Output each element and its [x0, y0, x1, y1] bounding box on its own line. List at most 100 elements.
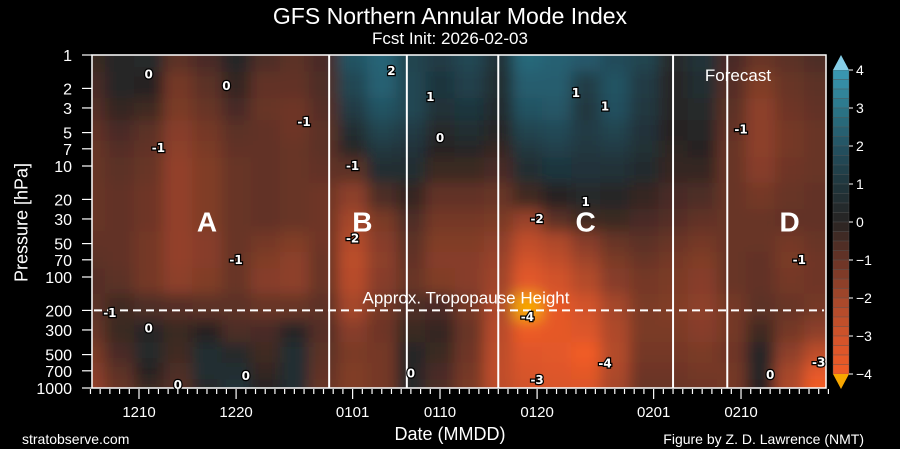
heat-cell: [541, 140, 572, 159]
heat-cell: [687, 320, 718, 343]
region-label: D: [779, 207, 799, 238]
heat-cell: [221, 140, 252, 159]
y-tick-label: 50: [54, 237, 72, 254]
contour-label: -1: [103, 306, 116, 320]
heat-cell: [338, 209, 368, 232]
heat-cell: [279, 157, 310, 184]
heat-cell: [92, 362, 106, 381]
heat-cell: [105, 120, 135, 142]
heat-cell: [250, 209, 281, 232]
heat-cell: [367, 120, 397, 142]
heat-cell: [250, 182, 281, 210]
heat-cell: [629, 55, 660, 73]
heat-cell: [687, 120, 718, 142]
heat-cell: [600, 379, 630, 388]
heat-cell: [105, 55, 135, 73]
heat-cell: [687, 268, 718, 295]
colorbar-segment: [832, 183, 850, 194]
heat-cell: [396, 120, 427, 142]
contour-label: 1: [426, 90, 434, 104]
heat-cell: [250, 293, 281, 321]
colorbar-segment: [832, 136, 850, 147]
heat-cell: [454, 251, 485, 270]
colorbar-segment: [832, 307, 850, 318]
heat-cell: [338, 268, 368, 295]
heat-cell: [571, 98, 601, 121]
contour-label: -2: [530, 212, 543, 226]
heat-cell: [192, 231, 223, 253]
contour-label: 1: [581, 195, 589, 209]
colorbar-segment: [832, 316, 850, 327]
heat-cell: [221, 209, 252, 232]
heat-cell: [541, 120, 572, 142]
heat-cell: [804, 293, 826, 321]
heat-cell: [396, 98, 427, 121]
heat-cell: [425, 342, 456, 364]
heat-cell: [804, 182, 826, 210]
plot-frame: [91, 54, 827, 389]
heat-cell: [396, 182, 427, 210]
heat-cell: [221, 71, 252, 99]
heat-cell: [221, 320, 252, 343]
y-tick-label: 300: [45, 323, 72, 340]
heat-cell: [571, 268, 601, 295]
colorbar-tick-label: 4: [856, 62, 864, 78]
heat-cell: [192, 320, 223, 343]
chart-subtitle: Fcst Init: 2026-02-03: [372, 29, 528, 48]
heat-cell: [192, 98, 223, 121]
heat-cell: [192, 379, 223, 388]
heat-cell: [338, 182, 368, 210]
heat-cell: [600, 120, 630, 142]
heat-cell: [396, 231, 427, 253]
heat-cell: [804, 362, 826, 381]
heat-cell: [775, 182, 805, 210]
heat-cell: [454, 182, 485, 210]
heat-cell: [192, 209, 223, 232]
heat-cell: [92, 55, 106, 73]
heat-cell: [425, 140, 456, 159]
heat-cell: [716, 342, 747, 364]
heat-cell: [221, 251, 252, 270]
x-axis: 1210 1220 0101 0110 0120 0201 0210: [89, 389, 830, 421]
heat-cell: [600, 157, 630, 184]
heat-cell: [163, 268, 194, 295]
website-credit: stratobserve.com: [22, 431, 130, 447]
heat-cell: [454, 71, 485, 99]
author-credit: Figure by Z. D. Lawrence (NMT): [663, 431, 864, 447]
x-tick-label: 1220: [219, 404, 252, 421]
colorbar-segment: [832, 164, 850, 175]
heat-cell: [541, 362, 572, 381]
heat-cell: [163, 362, 194, 381]
heat-cell: [804, 98, 826, 121]
heat-cell: [804, 231, 826, 253]
heat-cell: [600, 342, 630, 364]
heat-cell: [279, 55, 310, 73]
colorbar-segment: [832, 193, 850, 204]
heat-cell: [425, 379, 456, 388]
heat-cell: [629, 362, 660, 381]
heat-cell: [308, 209, 339, 232]
heat-cell: [338, 55, 368, 73]
heat-cell: [775, 251, 805, 270]
heat-cell: [571, 362, 601, 381]
contour-label: 0: [242, 369, 250, 383]
heat-cell: [687, 98, 718, 121]
heat-cell: [250, 55, 281, 73]
heat-cell: [279, 71, 310, 99]
heat-cell: [92, 379, 106, 388]
heat-cell: [600, 140, 630, 159]
heat-cell: [163, 157, 194, 184]
heat-cell: [221, 120, 252, 142]
heat-cell: [629, 157, 660, 184]
heat-cell: [396, 379, 427, 388]
heat-cell: [541, 251, 572, 270]
heat-cell: [367, 362, 397, 381]
colorbar-tick-label: 0: [856, 214, 864, 230]
y-tick-label: 20: [54, 192, 72, 209]
y-tick-label: 1000: [36, 381, 72, 398]
heat-cell: [92, 98, 106, 121]
contour-label: -4: [521, 310, 534, 324]
heat-cell: [541, 55, 572, 73]
heat-cell: [221, 293, 252, 321]
